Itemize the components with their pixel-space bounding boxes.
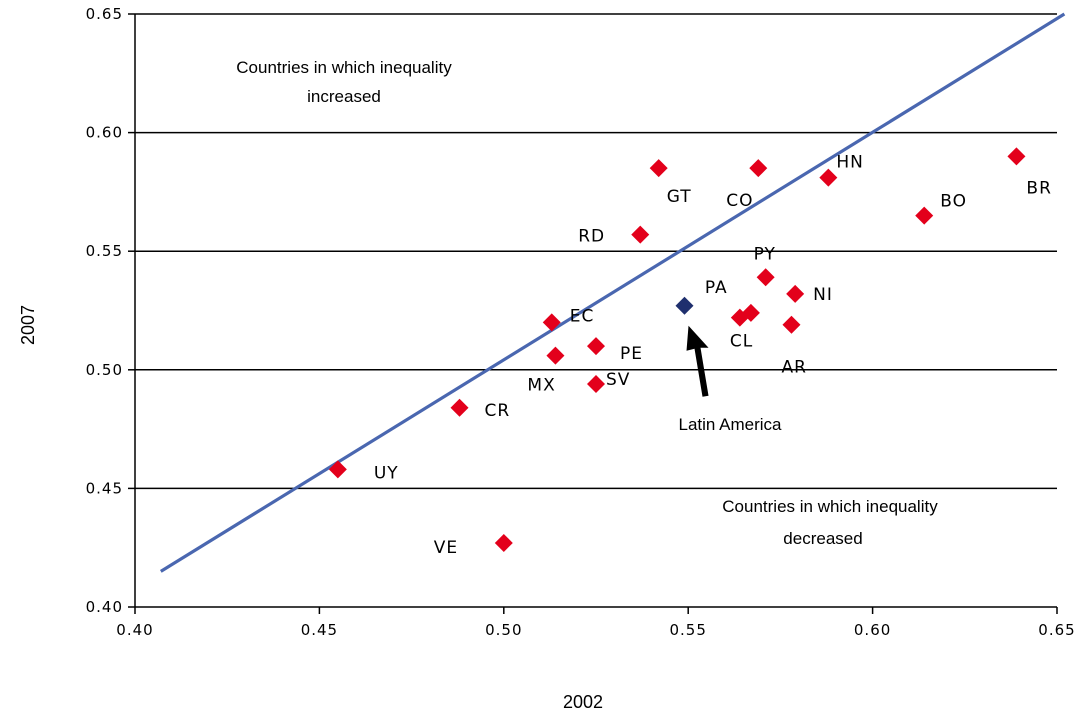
point-label-rd: RD — [578, 227, 605, 247]
region-marker: Latin America — [675, 296, 783, 434]
data-point-sv — [587, 375, 605, 394]
point-labels: GT CO HN BR BO RD PY NI PA CL AR EC PE MX SV CR UY VE — [374, 153, 1051, 558]
point-label-hn: HN — [836, 153, 864, 173]
point-label-sv: SV — [606, 370, 630, 390]
y-tick-label: 0.55 — [86, 242, 123, 260]
point-label-mx: MX — [527, 376, 555, 396]
x-tick-label: 0.40 — [116, 621, 153, 639]
x-tick-label: 0.50 — [485, 621, 522, 639]
y-axis-title: 2007 — [18, 305, 38, 345]
point-label-bo: BO — [940, 192, 967, 212]
x-tick-label: 0.60 — [854, 621, 891, 639]
annotation-decreased-line1: Countries in which inequality — [722, 497, 938, 516]
annotation-increased-line2: increased — [307, 87, 381, 106]
point-label-cl: CL — [730, 332, 753, 352]
data-points — [328, 147, 1026, 552]
annotation-increased-line1: Countries in which inequality — [236, 58, 452, 77]
point-label-py: PY — [754, 244, 776, 264]
point-label-ve: VE — [434, 538, 458, 558]
y-tick-label: 0.40 — [86, 598, 123, 616]
data-point-py — [756, 268, 775, 287]
equality-line — [159, 12, 1066, 573]
x-tick-label: 0.65 — [1038, 621, 1075, 639]
x-tick-labels: 0.40 0.45 0.50 0.55 0.60 0.65 — [116, 607, 1075, 639]
latin-america-label: Latin America — [679, 415, 783, 434]
data-point-ar — [782, 315, 801, 334]
y-tick-label: 0.65 — [86, 5, 123, 23]
point-label-pa: PA — [705, 278, 728, 298]
x-axis-title: 2002 — [563, 692, 603, 712]
data-point-ec — [542, 313, 561, 332]
data-point-cr — [450, 398, 469, 417]
data-point-gt — [649, 159, 668, 178]
x-tick-label: 0.45 — [301, 621, 338, 639]
x-tick-label: 0.55 — [669, 621, 706, 639]
point-label-co: CO — [726, 191, 753, 211]
point-label-gt: GT — [667, 187, 692, 207]
data-point-bo — [915, 206, 934, 225]
data-point-ni — [786, 284, 805, 303]
data-point-rd — [631, 225, 650, 244]
y-tick-labels: 0.40 0.45 0.50 0.55 0.60 0.65 — [86, 5, 123, 616]
point-label-cr: CR — [485, 401, 511, 421]
data-point-cl — [730, 308, 749, 327]
latin-america-point — [675, 296, 694, 315]
point-label-pe: PE — [620, 344, 643, 364]
point-label-ni: NI — [813, 285, 833, 305]
data-point-co — [749, 159, 768, 178]
data-point-br — [1007, 147, 1026, 166]
annotation-decreased-line2: decreased — [783, 529, 862, 548]
point-label-ar: AR — [781, 358, 806, 378]
data-point-mx — [546, 346, 565, 365]
gridlines — [128, 13, 1057, 608]
data-point-hn — [819, 168, 838, 187]
region-arrow-icon — [686, 325, 709, 397]
y-tick-label: 0.60 — [86, 124, 123, 142]
point-label-uy: UY — [374, 463, 399, 483]
point-label-br: BR — [1026, 178, 1051, 198]
data-point-ve — [494, 533, 513, 552]
data-point-uy — [328, 460, 347, 479]
data-point-pe — [587, 337, 605, 356]
point-label-ec: EC — [570, 306, 595, 326]
axes — [134, 14, 1057, 608]
y-tick-label: 0.45 — [86, 479, 123, 497]
y-tick-label: 0.50 — [86, 361, 123, 379]
